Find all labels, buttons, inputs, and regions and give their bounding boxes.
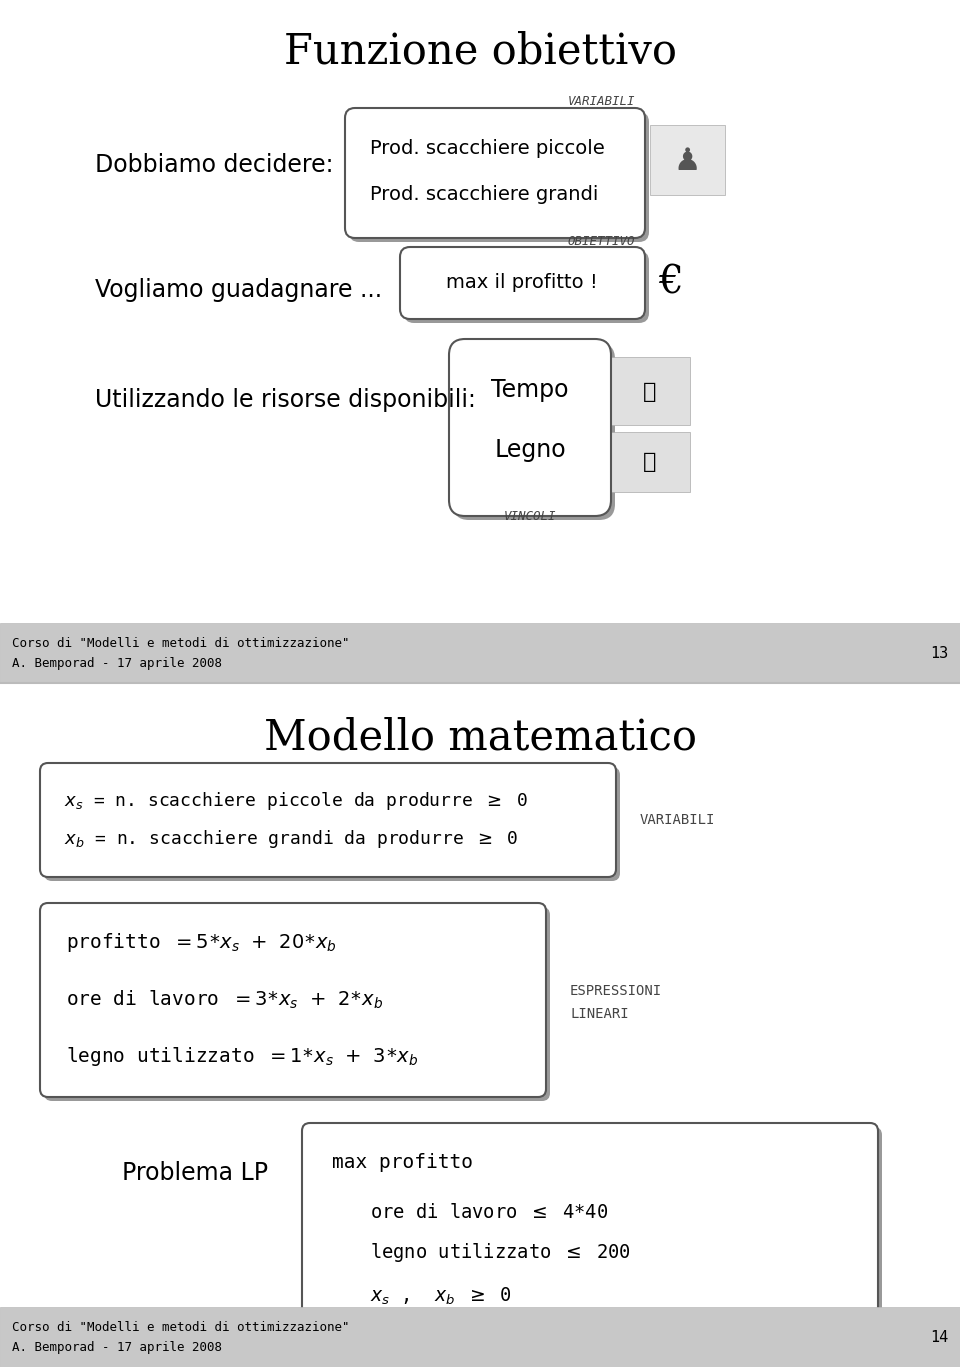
Text: 13: 13 (929, 645, 948, 660)
FancyBboxPatch shape (453, 343, 615, 519)
Bar (650, 124, 725, 195)
Text: Modello matematico: Modello matematico (263, 718, 697, 759)
Text: 14: 14 (929, 1330, 948, 1345)
Text: Tempo: Tempo (492, 379, 568, 402)
Bar (0, 0, 960, 684)
Text: $x_s$ ,  $x_b$ $\geq$ 0: $x_s$ , $x_b$ $\geq$ 0 (370, 1285, 512, 1307)
Text: VARIABILI: VARIABILI (567, 94, 635, 108)
Bar (0, 623, 960, 684)
Text: ♟: ♟ (673, 148, 701, 176)
Bar (610, 432, 690, 492)
Text: $x_s$ = n. scacchiere piccole da produrre $\geq$ 0: $x_s$ = n. scacchiere piccole da produrr… (64, 790, 528, 812)
Text: profitto $= 5$*$x_s$ $+$ $20$*$x_b$: profitto $= 5$*$x_s$ $+$ $20$*$x_b$ (66, 931, 337, 954)
Text: VARIABILI: VARIABILI (640, 813, 715, 827)
Text: A. Bemporad - 17 aprile 2008: A. Bemporad - 17 aprile 2008 (12, 658, 222, 670)
Bar (610, 357, 690, 425)
Text: Problema LP: Problema LP (122, 1161, 268, 1185)
Text: 🪵: 🪵 (643, 452, 657, 472)
Text: LINEARI: LINEARI (570, 1007, 629, 1021)
FancyBboxPatch shape (400, 247, 645, 319)
FancyBboxPatch shape (40, 904, 546, 1096)
Text: ore di lavoro $\leq$ 4*40: ore di lavoro $\leq$ 4*40 (370, 1203, 609, 1222)
Text: Legno: Legno (494, 437, 565, 462)
FancyBboxPatch shape (44, 906, 550, 1100)
FancyBboxPatch shape (449, 339, 611, 515)
Text: A. Bemporad - 17 aprile 2008: A. Bemporad - 17 aprile 2008 (12, 1341, 222, 1353)
FancyBboxPatch shape (345, 108, 645, 238)
Text: ore di lavoro $= 3$*$x_s$ $+$ $2$*$x_b$: ore di lavoro $= 3$*$x_s$ $+$ $2$*$x_b$ (66, 988, 383, 1012)
Text: Funzione obiettivo: Funzione obiettivo (283, 31, 677, 72)
Text: Utilizzando le risorse disponibili:: Utilizzando le risorse disponibili: (95, 388, 476, 411)
Text: legno utilizzato $= 1$*$x_s$ $+$ $3$*$x_b$: legno utilizzato $= 1$*$x_s$ $+$ $3$*$x_… (66, 1046, 419, 1069)
FancyBboxPatch shape (40, 763, 616, 878)
FancyBboxPatch shape (306, 1126, 882, 1353)
Bar (0, 684, 960, 1367)
Text: 👷: 👷 (643, 381, 657, 402)
Text: Corso di "Modelli e metodi di ottimizzazione": Corso di "Modelli e metodi di ottimizzaz… (12, 1321, 349, 1334)
Text: ESPRESSIONI: ESPRESSIONI (570, 984, 662, 998)
Text: Prod. scacchiere grandi: Prod. scacchiere grandi (370, 186, 598, 205)
Text: max il profitto !: max il profitto ! (446, 273, 598, 293)
Text: Vogliamo guadagnare ...: Vogliamo guadagnare ... (95, 278, 382, 302)
FancyBboxPatch shape (349, 112, 649, 242)
FancyBboxPatch shape (404, 252, 649, 323)
Text: VINCOLI: VINCOLI (504, 510, 556, 524)
Text: Corso di "Modelli e metodi di ottimizzazione": Corso di "Modelli e metodi di ottimizzaz… (12, 637, 349, 649)
Bar (0, 1307, 960, 1367)
FancyBboxPatch shape (302, 1124, 878, 1349)
Text: max profitto: max profitto (332, 1154, 473, 1173)
Text: OBIETTIVO: OBIETTIVO (567, 235, 635, 247)
Text: €: € (658, 264, 683, 302)
Text: Dobbiamo decidere:: Dobbiamo decidere: (95, 153, 333, 176)
Text: legno utilizzato $\leq$ 200: legno utilizzato $\leq$ 200 (370, 1241, 631, 1264)
Text: $x_b$ = n. scacchiere grandi da produrre $\geq$ 0: $x_b$ = n. scacchiere grandi da produrre… (64, 828, 518, 850)
Text: Prod. scacchiere piccole: Prod. scacchiere piccole (370, 138, 605, 157)
FancyBboxPatch shape (44, 767, 620, 880)
